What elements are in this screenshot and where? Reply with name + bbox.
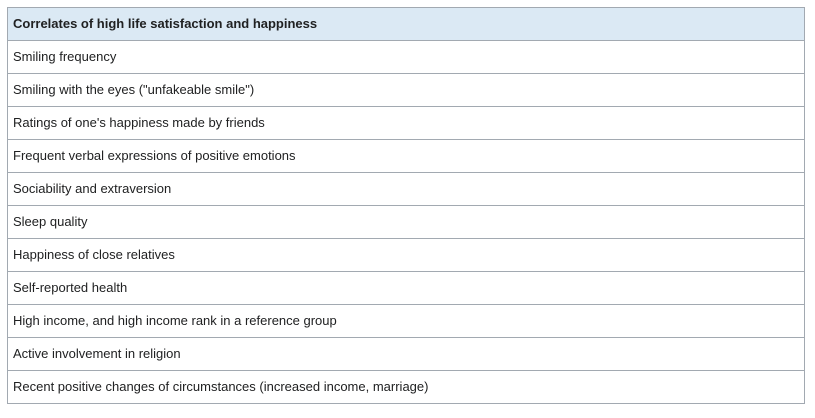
table-row: Self-reported health	[7, 271, 805, 305]
table-row: Smiling with the eyes ("unfakeable smile…	[7, 73, 805, 107]
table-header-row: Correlates of high life satisfaction and…	[7, 7, 805, 41]
correlates-table: Correlates of high life satisfaction and…	[7, 7, 805, 404]
table-row: Smiling frequency	[7, 40, 805, 74]
table-cell: Happiness of close relatives	[7, 238, 805, 272]
table-row: Recent positive changes of circumstances…	[7, 370, 805, 404]
table-row: Ratings of one's happiness made by frien…	[7, 106, 805, 140]
table-cell: Ratings of one's happiness made by frien…	[7, 106, 805, 140]
table-cell: Frequent verbal expressions of positive …	[7, 139, 805, 173]
table-cell: Sleep quality	[7, 205, 805, 239]
table-cell: High income, and high income rank in a r…	[7, 304, 805, 338]
table-row: High income, and high income rank in a r…	[7, 304, 805, 338]
table-row: Happiness of close relatives	[7, 238, 805, 272]
table-cell: Smiling frequency	[7, 40, 805, 74]
table-row: Active involvement in religion	[7, 337, 805, 371]
correlates-table-container: Correlates of high life satisfaction and…	[7, 7, 805, 404]
table-cell: Self-reported health	[7, 271, 805, 305]
table-cell: Smiling with the eyes ("unfakeable smile…	[7, 73, 805, 107]
table-row: Sociability and extraversion	[7, 172, 805, 206]
table-cell: Sociability and extraversion	[7, 172, 805, 206]
table-cell: Recent positive changes of circumstances…	[7, 370, 805, 404]
table-cell: Active involvement in religion	[7, 337, 805, 371]
table-row: Frequent verbal expressions of positive …	[7, 139, 805, 173]
table-row: Sleep quality	[7, 205, 805, 239]
table-header: Correlates of high life satisfaction and…	[7, 7, 805, 41]
